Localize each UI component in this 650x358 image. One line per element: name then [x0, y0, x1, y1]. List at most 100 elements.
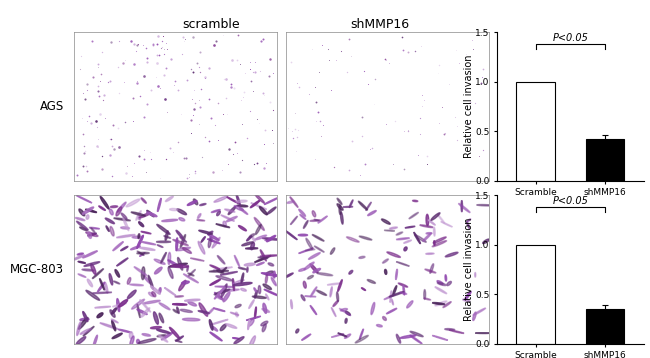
Point: [208, 169, 218, 175]
Ellipse shape: [432, 303, 445, 305]
Ellipse shape: [210, 279, 220, 285]
Ellipse shape: [235, 312, 238, 317]
Point: [185, 130, 196, 136]
Point: [190, 168, 201, 174]
Point: [440, 130, 450, 136]
Point: [86, 120, 96, 126]
Point: [82, 118, 92, 124]
Ellipse shape: [159, 313, 164, 323]
Ellipse shape: [121, 227, 129, 229]
Point: [314, 69, 324, 75]
Ellipse shape: [344, 334, 350, 338]
Point: [268, 71, 278, 76]
Ellipse shape: [109, 274, 112, 285]
Ellipse shape: [415, 235, 426, 242]
Point: [329, 164, 339, 170]
Ellipse shape: [111, 206, 118, 208]
Point: [365, 146, 376, 152]
Point: [120, 119, 131, 125]
Point: [80, 96, 90, 101]
Ellipse shape: [209, 320, 213, 330]
Ellipse shape: [140, 253, 145, 256]
Ellipse shape: [208, 308, 214, 314]
Ellipse shape: [285, 231, 297, 240]
Ellipse shape: [359, 329, 363, 339]
Ellipse shape: [407, 301, 413, 308]
Ellipse shape: [188, 273, 194, 276]
Ellipse shape: [193, 199, 198, 205]
Point: [232, 57, 242, 63]
Point: [310, 100, 320, 105]
Ellipse shape: [113, 242, 124, 251]
Ellipse shape: [359, 236, 372, 240]
Point: [245, 108, 255, 114]
Point: [190, 100, 200, 106]
Point: [159, 72, 170, 78]
Ellipse shape: [180, 309, 192, 313]
Point: [370, 76, 380, 82]
Point: [367, 145, 377, 151]
Point: [97, 166, 107, 172]
Ellipse shape: [306, 238, 313, 249]
Point: [318, 122, 328, 127]
Ellipse shape: [110, 310, 115, 317]
Ellipse shape: [208, 231, 213, 235]
Ellipse shape: [291, 300, 292, 309]
Ellipse shape: [332, 334, 344, 337]
Point: [291, 148, 302, 154]
Ellipse shape: [476, 204, 493, 206]
Ellipse shape: [410, 331, 423, 337]
Ellipse shape: [424, 298, 430, 300]
Ellipse shape: [341, 212, 343, 224]
Ellipse shape: [291, 216, 298, 224]
Ellipse shape: [400, 292, 407, 294]
Ellipse shape: [162, 219, 177, 222]
Point: [203, 97, 214, 102]
Ellipse shape: [337, 204, 343, 210]
Ellipse shape: [180, 234, 186, 248]
Ellipse shape: [314, 219, 320, 221]
Ellipse shape: [147, 211, 154, 217]
Ellipse shape: [136, 211, 141, 220]
Ellipse shape: [345, 318, 347, 323]
Ellipse shape: [443, 302, 451, 308]
Ellipse shape: [409, 212, 419, 219]
Ellipse shape: [255, 307, 256, 319]
Ellipse shape: [263, 303, 266, 313]
Point: [133, 41, 144, 47]
Point: [198, 154, 208, 160]
Ellipse shape: [467, 222, 470, 228]
Point: [142, 55, 152, 61]
Point: [177, 34, 188, 40]
Ellipse shape: [304, 281, 306, 288]
Point: [119, 79, 129, 85]
Ellipse shape: [263, 238, 281, 240]
Point: [121, 170, 131, 176]
Ellipse shape: [236, 194, 240, 205]
Ellipse shape: [161, 252, 166, 263]
Ellipse shape: [264, 289, 280, 296]
Point: [396, 34, 407, 40]
Ellipse shape: [212, 237, 220, 248]
Point: [93, 61, 103, 67]
Ellipse shape: [78, 261, 85, 263]
Point: [341, 69, 352, 74]
Ellipse shape: [176, 340, 182, 342]
Ellipse shape: [423, 233, 432, 241]
Ellipse shape: [129, 284, 144, 286]
Point: [477, 147, 488, 153]
Ellipse shape: [266, 271, 273, 275]
Ellipse shape: [131, 299, 144, 309]
Ellipse shape: [86, 290, 99, 300]
Point: [139, 114, 150, 120]
Ellipse shape: [86, 232, 98, 237]
Point: [310, 156, 320, 162]
Point: [118, 60, 128, 66]
Point: [422, 161, 432, 166]
Ellipse shape: [389, 227, 397, 229]
Point: [216, 167, 227, 173]
Ellipse shape: [142, 334, 151, 336]
Ellipse shape: [118, 300, 127, 307]
Point: [380, 56, 391, 62]
Ellipse shape: [332, 308, 336, 316]
